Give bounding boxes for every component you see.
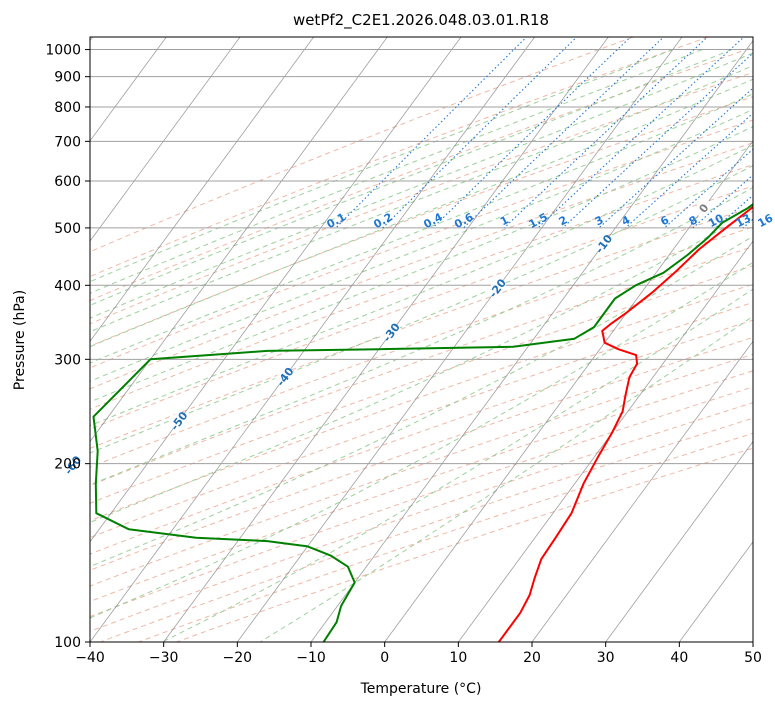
x-tick-label: 0	[380, 650, 389, 666]
moist-adiabat-line	[259, 315, 753, 642]
plot-frame	[89, 36, 754, 643]
isotherm-label-bg	[692, 196, 713, 219]
y-tick-label: 600	[54, 174, 81, 190]
isotherm-line	[531, 340, 753, 642]
moist-adiabat-line	[90, 144, 753, 427]
dry-adiabat-line	[90, 37, 710, 278]
mixing-ratio-line	[335, 37, 528, 229]
isotherm-label-bg	[380, 320, 401, 343]
dry-adiabat-line	[90, 185, 753, 430]
sounding-profiles	[92, 203, 753, 642]
isotherm-line	[163, 37, 609, 642]
isotherm-label-bg	[167, 409, 189, 431]
isotherm-line	[90, 37, 536, 642]
dry-adiabat-line	[90, 46, 753, 302]
isotherm-line	[90, 37, 241, 242]
mixing-ratio-label: 10	[706, 211, 726, 230]
isotherm-line	[236, 37, 683, 642]
isotherm-label-bg	[274, 365, 295, 387]
y-tick-label: 800	[54, 100, 81, 116]
dry-adiabat-line	[90, 386, 753, 618]
mixing-ratio-label: 16	[756, 211, 775, 230]
mixing-ratio-line	[382, 37, 578, 229]
moist-adiabat-line	[90, 165, 753, 454]
dry-adiabat-line	[90, 265, 753, 504]
isotherm-label-bg	[61, 453, 83, 476]
dry-adiabat-line	[90, 246, 753, 487]
mixing-ratio-line	[598, 87, 753, 229]
mixing-ratio-line	[664, 148, 753, 229]
chart-title: wetPf2_C2E1.2026.048.03.01.R18	[293, 11, 549, 30]
y-tick-label: 900	[54, 70, 81, 86]
moist-adiabat-line	[90, 52, 753, 319]
isotherm-line	[678, 541, 753, 642]
x-tick-label: −10	[296, 650, 326, 666]
x-tick-label: −20	[223, 650, 253, 666]
isotherm-line	[90, 37, 388, 443]
mixing-ratio-line	[537, 37, 745, 229]
axes: −40 −30 −20 −10 0 10 20 30 40 50 100 200 300 400 500 60…	[45, 43, 762, 666]
isotherm-label-bg	[486, 276, 507, 299]
moist-adiabat-line	[90, 210, 753, 523]
isotherm-line	[90, 37, 315, 342]
isotherm-line	[310, 39, 753, 642]
background-lines	[90, 37, 753, 642]
dry-adiabat-line	[90, 142, 753, 390]
x-tick-label: −40	[75, 650, 105, 666]
x-axis-label: Temperature (°C)	[360, 681, 482, 697]
mixing-ratio-label: 13	[734, 211, 754, 230]
moist-adiabat-line	[90, 93, 753, 364]
y-tick-label: 500	[54, 221, 81, 237]
y-tick-label: 200	[54, 457, 81, 473]
y-tick-label: 400	[54, 278, 81, 294]
y-tick-label: 1000	[45, 43, 81, 59]
moist-adiabat-line	[90, 49, 732, 306]
isotherm-label-bg	[592, 232, 614, 255]
moist-adiabat-line	[162, 288, 753, 642]
dry-adiabat-line	[90, 319, 753, 555]
isotherm-line	[605, 440, 753, 642]
x-tick-label: 30	[597, 650, 615, 666]
dewpoint-profile-line	[92, 203, 753, 642]
x-tick-label: 10	[449, 650, 467, 666]
y-axis-label: Pressure (hPa)	[12, 290, 28, 390]
y-tick-label: 100	[54, 635, 81, 651]
x-tick-label: 40	[670, 650, 688, 666]
dry-adiabat-line	[90, 119, 753, 369]
moist-adiabat-line	[90, 235, 753, 568]
y-tick-label: 700	[54, 134, 81, 150]
dry-adiabat-line	[90, 370, 753, 603]
temperature-profile-line	[497, 205, 753, 642]
mixing-ratio-line	[432, 37, 632, 229]
y-tick-label: 300	[54, 352, 81, 368]
mixing-ratio-line	[503, 37, 709, 229]
isotherm-line	[384, 140, 753, 642]
x-tick-label: 50	[744, 650, 762, 666]
dry-adiabat-line	[90, 301, 753, 539]
x-tick-label: 20	[523, 650, 541, 666]
isotherm-line	[90, 37, 167, 142]
x-tick-label: −30	[149, 650, 179, 666]
isotherm-line	[457, 240, 753, 642]
moist-adiabat-line	[90, 126, 753, 403]
isotherm-line	[90, 37, 462, 543]
